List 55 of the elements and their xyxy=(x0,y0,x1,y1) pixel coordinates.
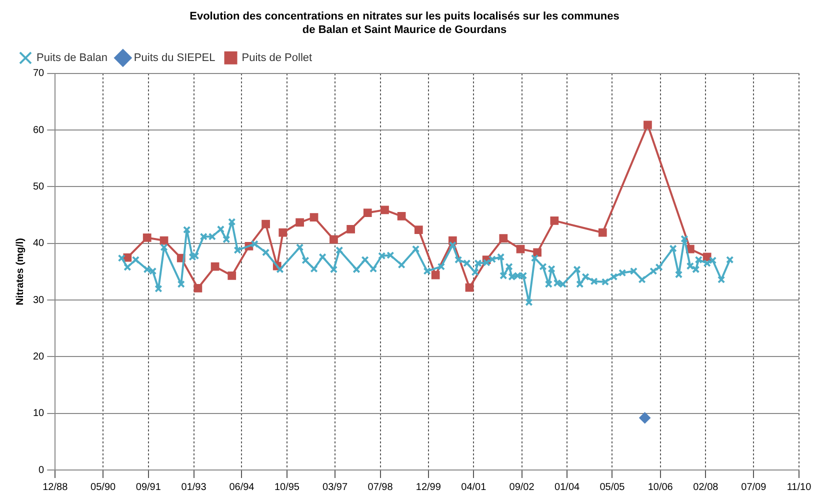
point xyxy=(499,234,508,242)
x-tick-label: 06/94 xyxy=(229,482,255,493)
point xyxy=(533,248,542,257)
y-tick-label: 10 xyxy=(33,408,45,420)
point xyxy=(142,234,152,242)
y-tick-label: 20 xyxy=(33,351,45,362)
point xyxy=(330,235,338,244)
point xyxy=(516,244,525,254)
point xyxy=(431,270,440,280)
y-tick-label: 30 xyxy=(33,294,45,306)
point xyxy=(380,206,389,214)
x-tick-label: 12/99 xyxy=(416,482,442,493)
x-tick-label: 11/10 xyxy=(786,482,812,493)
point xyxy=(160,236,168,245)
point xyxy=(210,262,220,271)
y-tick-label: 70 xyxy=(33,68,45,80)
x-tick-label: 09/91 xyxy=(136,482,162,493)
point xyxy=(397,212,406,220)
x-tick-label: 10/95 xyxy=(274,482,300,493)
point xyxy=(262,220,270,228)
x-tick-label: 07/98 xyxy=(368,482,394,493)
chart-title: Evolution des concentrations en nitrates sur les puits localisés sur les communes de Balan et Saint Maurice de Gourdans xyxy=(190,10,620,36)
legend-label: Puits de Balan xyxy=(36,52,108,64)
point xyxy=(278,228,288,237)
legend-label: Puits du SIEPEL xyxy=(134,52,216,64)
point xyxy=(194,284,202,292)
x-tick-label: 03/97 xyxy=(322,482,348,493)
point xyxy=(363,208,372,217)
point xyxy=(414,226,423,234)
x-tick-label: 07/09 xyxy=(741,482,767,493)
x-tick-label: 05/90 xyxy=(90,482,116,493)
point xyxy=(465,283,474,292)
x-tick-label: 01/93 xyxy=(181,482,207,493)
point xyxy=(310,213,318,222)
x-tick-label: 02/08 xyxy=(693,482,719,493)
x-tick-label: 09/02 xyxy=(509,482,535,493)
x-tick-label: 05/05 xyxy=(600,482,626,493)
point xyxy=(644,120,652,130)
y-tick-label: 40 xyxy=(33,238,45,250)
x-tick-label: 04/01 xyxy=(461,482,487,493)
x-tick-label: 12/88 xyxy=(42,482,68,493)
x-tick-label: 01/04 xyxy=(554,482,580,493)
legend-label: Puits de Pollet xyxy=(242,52,312,64)
point xyxy=(346,225,355,234)
point xyxy=(598,228,607,237)
point xyxy=(228,271,236,280)
point xyxy=(296,218,304,227)
point xyxy=(639,412,650,424)
y-tick-label: 0 xyxy=(38,464,45,476)
y-tick-label: 60 xyxy=(33,124,45,136)
point xyxy=(123,253,132,262)
y-tick-label: 50 xyxy=(33,181,45,192)
y-axis-title: Nitrates (mg/l) xyxy=(14,238,26,306)
x-tick-label: 10/06 xyxy=(648,482,674,493)
point xyxy=(550,216,559,225)
